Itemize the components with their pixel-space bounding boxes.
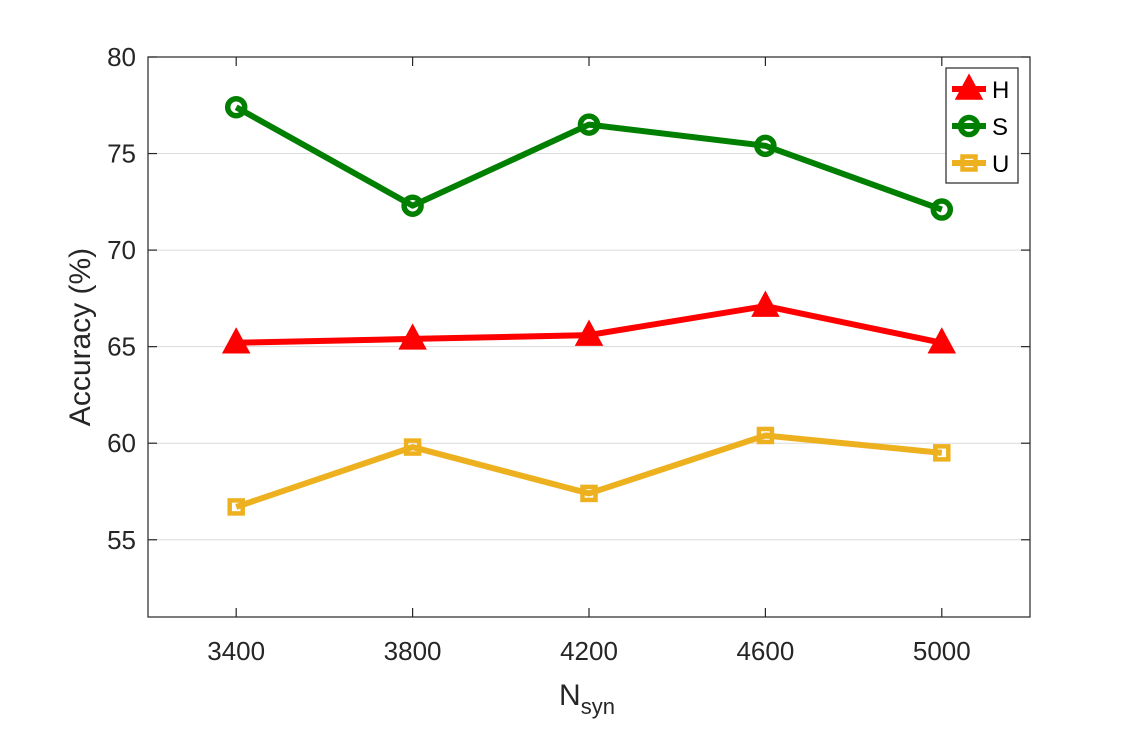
y-tick-label: 70 bbox=[107, 235, 136, 265]
data-point-u bbox=[933, 444, 951, 462]
data-point-s bbox=[401, 194, 424, 217]
data-point-s bbox=[224, 95, 248, 119]
series-h bbox=[221, 290, 957, 354]
y-tick-label: 55 bbox=[107, 525, 136, 555]
legend-marker-h bbox=[954, 73, 984, 100]
x-tick-label: 4600 bbox=[736, 636, 794, 666]
y-tick-label: 75 bbox=[107, 139, 136, 169]
data-point-u bbox=[756, 426, 775, 445]
x-axis-label: Nsyn bbox=[559, 679, 615, 719]
y-axis-ticks: 55 60 65 70 75 80 bbox=[107, 42, 1030, 555]
x-tick-label: 4200 bbox=[560, 636, 618, 666]
data-point-h bbox=[574, 319, 604, 346]
y-axis-label: Accuracy (%) bbox=[64, 248, 97, 426]
x-axis-label-subscript: syn bbox=[581, 694, 615, 719]
data-point-s bbox=[930, 198, 954, 221]
legend-label-s: S bbox=[992, 114, 1008, 141]
legend: HSU bbox=[945, 67, 1019, 184]
series-u bbox=[227, 426, 951, 516]
data-point-h bbox=[751, 290, 780, 317]
legend-label-h: H bbox=[992, 77, 1009, 104]
series-group bbox=[221, 95, 957, 516]
legend-marker-s bbox=[957, 114, 981, 138]
data-point-s bbox=[577, 113, 601, 136]
data-point-h bbox=[927, 327, 957, 354]
y-tick-label: 80 bbox=[107, 42, 136, 72]
legend-marker-u bbox=[960, 154, 978, 172]
series-line-u bbox=[235, 432, 943, 510]
data-point-h bbox=[398, 323, 427, 350]
legend-label-u: U bbox=[992, 151, 1009, 178]
y-tick-label: 65 bbox=[107, 332, 136, 362]
series-s bbox=[224, 95, 954, 221]
data-point-u bbox=[227, 498, 245, 516]
y-tick-label: 60 bbox=[107, 428, 136, 458]
series-line-s bbox=[234, 104, 943, 213]
data-point-s bbox=[754, 134, 777, 158]
x-tick-label: 3400 bbox=[207, 636, 265, 666]
data-point-u bbox=[403, 438, 422, 456]
x-tick-label: 3800 bbox=[384, 636, 442, 666]
x-axis-ticks: 3400 3800 4200 4600 5000 bbox=[207, 57, 971, 666]
x-axis-label-main: N bbox=[559, 679, 581, 712]
data-point-h bbox=[221, 327, 251, 354]
data-point-u bbox=[580, 484, 598, 503]
x-tick-label: 5000 bbox=[913, 636, 971, 666]
